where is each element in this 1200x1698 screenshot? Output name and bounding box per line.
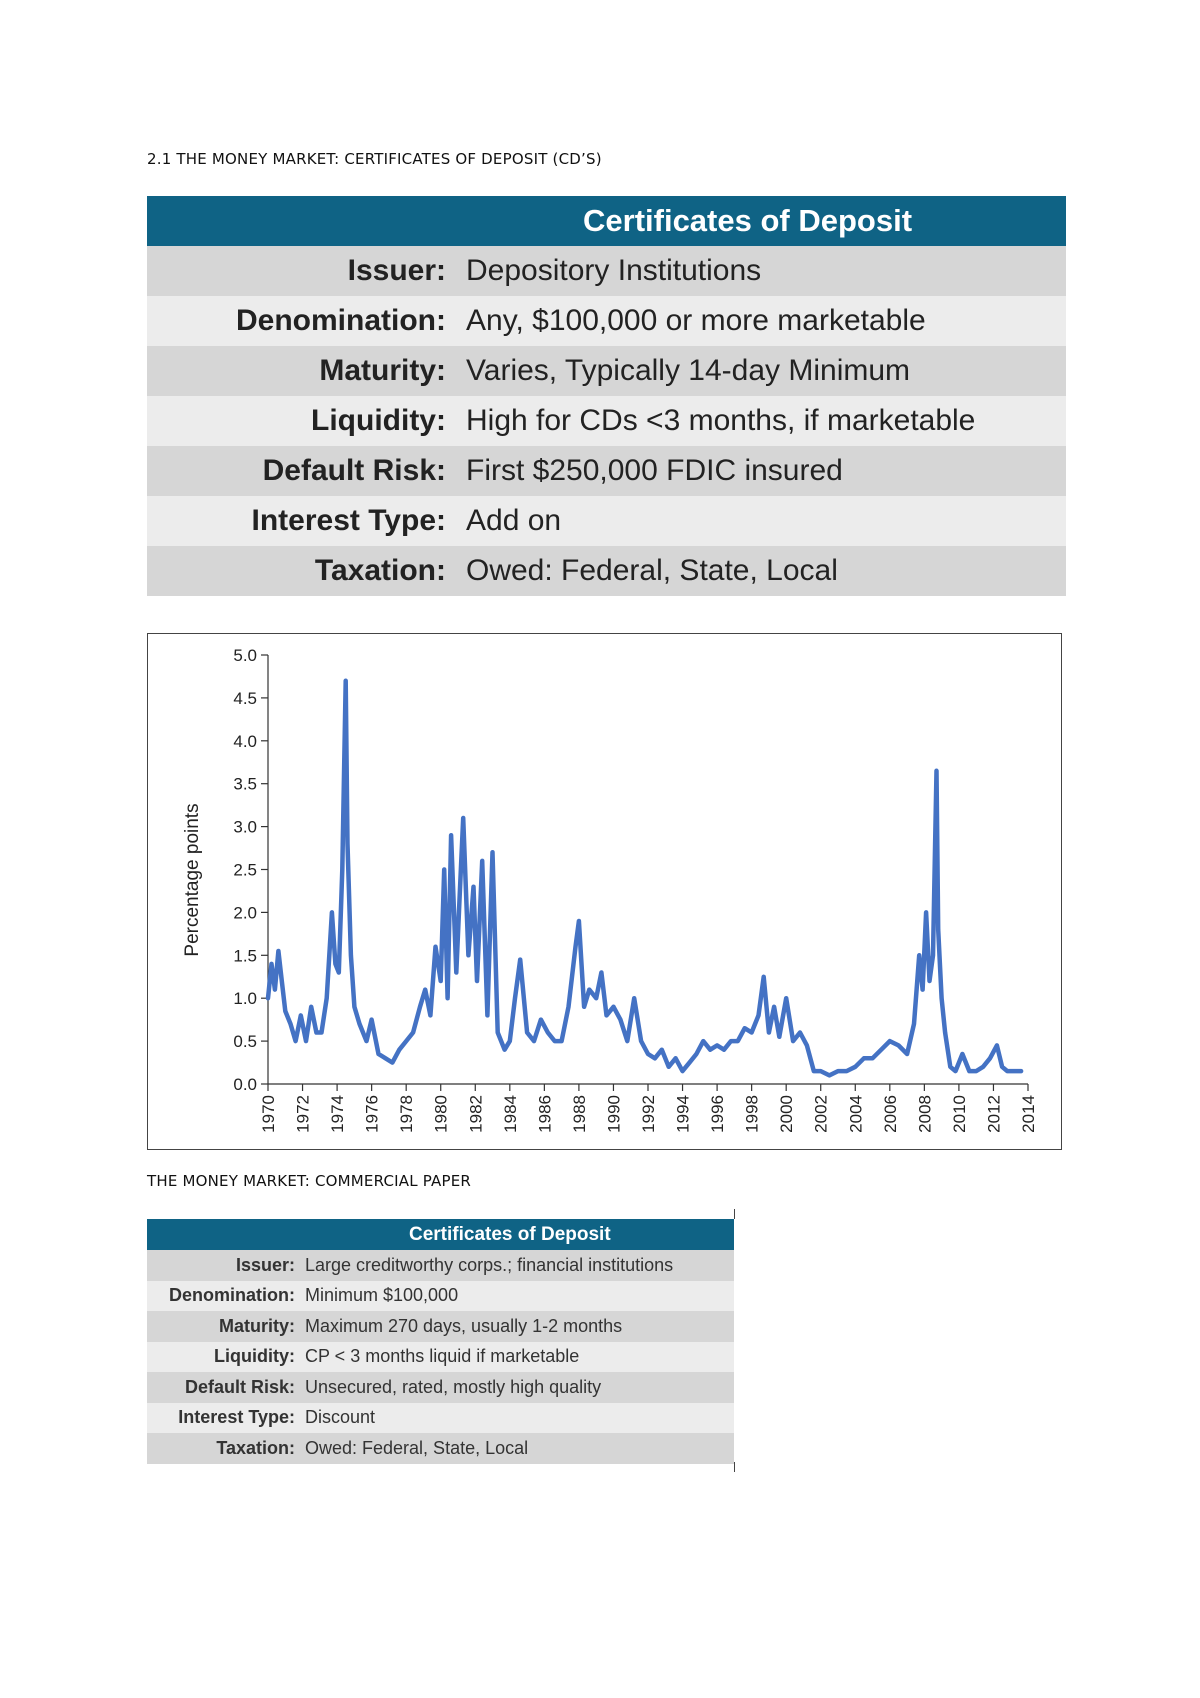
x-tick-label: 1978 [397,1095,416,1133]
y-tick-label: 3.5 [233,775,257,794]
x-tick-label: 1974 [328,1095,347,1133]
y-axis-label: Percentage points [182,803,203,956]
row-label: Issuer: [347,254,446,287]
row-label: Denomination: [169,1285,295,1306]
y-tick-label: 0.5 [233,1032,257,1051]
y-tick-label: 1.5 [233,946,257,965]
x-tick-label: 1970 [259,1095,278,1133]
table-row: Default Risk: Unsecured, rated, mostly h… [147,1372,734,1403]
table-row: Taxation: Owed: Federal, State, Local [147,546,1066,596]
x-tick-label: 1994 [674,1095,693,1133]
table-header: Certificates of Deposit [147,196,1066,246]
row-label: Maturity: [319,354,446,387]
row-label: Taxation: [216,1437,295,1458]
y-tick-label: 4.0 [233,732,257,751]
row-label: Issuer: [235,1254,295,1275]
row-value: Owed: Federal, State, Local [466,554,838,587]
series-line [265,678,1024,1078]
row-label: Default Risk: [184,1376,295,1397]
row-label: Denomination: [236,304,446,337]
x-tick-label: 1982 [466,1095,485,1133]
row-value: High for CDs <3 months, if marketable [466,404,976,437]
edge-mark [734,1462,735,1472]
commercial-paper-table: Certificates of Deposit Issuer: Large cr… [147,1219,734,1464]
table-row: Interest Type: Add on [147,496,1066,546]
table-header: Certificates of Deposit [147,1219,734,1250]
y-tick-label: 4.5 [233,689,257,708]
x-tick-label: 2008 [915,1095,934,1133]
row-value: Owed: Federal, State, Local [305,1437,529,1458]
row-label: Liquidity: [214,1346,295,1367]
row-value: Unsecured, rated, mostly high quality [305,1376,602,1397]
section-heading-commercial-paper: THE MONEY MARKET: COMMERCIAL PAPER [147,1172,472,1190]
cd-spread-chart: 0.0 0.5 1.0 1.5 2.0 2.5 3.0 3.5 4.0 4.5 5.0 1970 19… [147,633,1062,1150]
row-label: Interest Type: [251,504,447,537]
row-value: Large creditworthy corps.; financial ins… [305,1254,674,1275]
edge-mark [734,1209,735,1219]
y-tick-label: 2.0 [233,903,257,922]
table-row: Issuer: Large creditworthy corps.; finan… [147,1250,734,1281]
cd-info-table: Certificates of Deposit Issuer: Deposito… [147,196,1066,596]
y-tick-label: 0.0 [233,1075,257,1094]
y-tick-label: 3.0 [233,818,257,837]
x-tick-label: 2000 [777,1095,796,1133]
table-row: Interest Type: Discount [147,1402,734,1433]
x-tick-label: 1986 [535,1095,554,1133]
x-tick-label: 2014 [1019,1095,1038,1133]
y-tick-label: 1.0 [233,989,257,1008]
row-value: CP < 3 months liquid if marketable [305,1346,580,1367]
row-value: Any, $100,000 or more marketable [466,304,926,337]
table-row: Denomination: Minimum $100,000 [147,1280,734,1311]
x-tick-label: 2006 [881,1095,900,1133]
row-value: First $250,000 FDIC insured [466,454,843,487]
section-heading-cds: 2.1 THE MONEY MARKET: CERTIFICATES OF DE… [147,150,602,168]
x-tick-label: 1980 [432,1095,451,1133]
x-tick-label: 1988 [570,1095,589,1133]
x-tick-label: 1998 [743,1095,762,1133]
row-value: Varies, Typically 14-day Minimum [466,354,911,387]
x-tick-label: 1984 [501,1095,520,1133]
y-axis: 0.0 0.5 1.0 1.5 2.0 2.5 3.0 3.5 4.0 4.5 5.0 [233,646,269,1094]
row-value: Discount [305,1407,376,1428]
table-row: Denomination: Any, $100,000 or more mark… [147,296,1066,346]
table-row: Liquidity: CP < 3 months liquid if marke… [147,1341,734,1372]
x-tick-label: 1996 [708,1095,727,1133]
x-tick-label: 2012 [984,1095,1003,1133]
x-tick-label: 2002 [812,1095,831,1133]
chart-svg: 0.00.51.01.52.02.53.03.54.04.55.0 1970 19… [182,646,1038,1133]
row-label: Interest Type: [178,1407,295,1428]
row-label: Maturity: [219,1315,295,1336]
row-value: Depository Institutions [466,254,762,287]
table-row: Taxation: Owed: Federal, State, Local [147,1433,734,1464]
x-tick-label: 1972 [294,1095,313,1133]
x-tick-label: 1992 [639,1095,658,1133]
table-row: Issuer: Depository Institutions [147,246,1066,296]
row-value: Minimum $100,000 [305,1285,459,1306]
row-label: Liquidity: [311,404,446,437]
x-axis: 1970 1972 1974 1976 1978 1980 1982 1984 1986 1988… [259,1083,1038,1133]
table-row: Liquidity: High for CDs <3 months, if ma… [147,396,1066,446]
table-row: Maturity: Maximum 270 days, usually 1-2 … [147,1311,734,1342]
y-tick-label: 2.5 [233,861,257,880]
row-label: Default Risk: [262,454,446,487]
x-tick-label: 2010 [950,1095,969,1133]
row-value: Maximum 270 days, usually 1-2 months [305,1315,623,1336]
x-tick-label: 1990 [604,1095,623,1133]
table-row: Default Risk: First $250,000 FDIC insure… [147,446,1066,496]
row-label: Taxation: [314,554,446,587]
row-value: Add on [466,504,562,537]
x-tick-label: 2004 [846,1095,865,1133]
y-tick-label: 5.0 [233,646,257,665]
table-row: Maturity: Varies, Typically 14-day Minim… [147,346,1066,396]
x-tick-label: 1976 [363,1095,382,1133]
